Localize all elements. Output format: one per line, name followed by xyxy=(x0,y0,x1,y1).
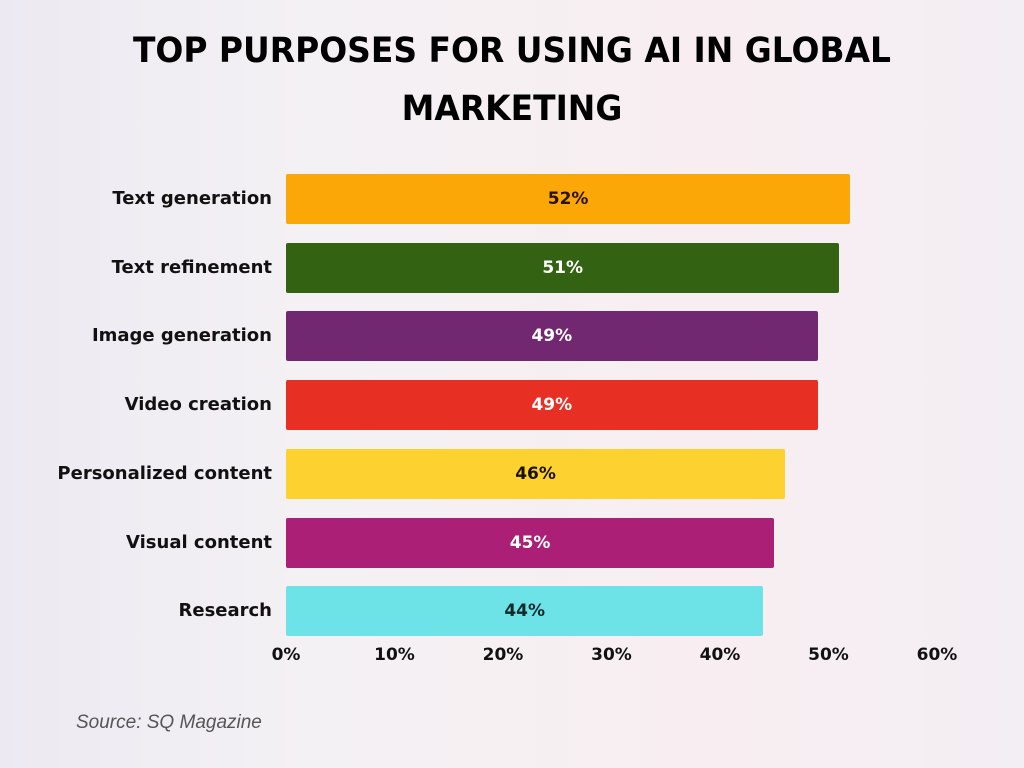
category-label: Research xyxy=(178,600,273,621)
x-axis-tick: 30% xyxy=(591,645,632,665)
bar: 52% xyxy=(286,174,851,224)
bar-value-label: 51% xyxy=(542,258,584,278)
category-label: Image generation xyxy=(91,325,272,346)
x-axis-tick: 0% xyxy=(271,645,301,665)
bar: 49% xyxy=(286,380,818,430)
category-label: Personalized content xyxy=(57,463,272,484)
bar: 51% xyxy=(286,243,840,293)
category-label: Text generation xyxy=(112,188,272,209)
chart-title-line-1: TOP PURPOSES FOR USING AI IN GLOBAL xyxy=(132,31,892,71)
category-label: Video creation xyxy=(124,394,272,415)
bar-value-label: 44% xyxy=(504,601,546,621)
x-axis-tick: 20% xyxy=(482,645,524,665)
bar-value-label: 45% xyxy=(509,533,551,553)
bar-value-label: 49% xyxy=(531,326,573,346)
x-axis-tick: 60% xyxy=(916,645,958,665)
bar-value-label: 49% xyxy=(531,395,573,415)
bar: 46% xyxy=(286,449,786,499)
x-axis-tick: 50% xyxy=(808,645,849,665)
category-label: Visual content xyxy=(126,532,272,553)
bar: 45% xyxy=(286,518,775,568)
category-label: Text refinement xyxy=(111,257,272,278)
chart-title: TOP PURPOSES FOR USING AI IN GLOBAL MARK… xyxy=(31,22,994,138)
x-axis-tick: 10% xyxy=(374,645,415,665)
source-note: Source: SQ Magazine xyxy=(76,712,262,733)
bar-value-label: 46% xyxy=(515,464,556,484)
chart-title-line-2: MARKETING xyxy=(401,89,623,129)
bar: 49% xyxy=(286,311,818,361)
bar: 44% xyxy=(286,586,764,636)
bar-value-label: 52% xyxy=(547,189,589,209)
x-axis-tick: 40% xyxy=(699,645,741,665)
